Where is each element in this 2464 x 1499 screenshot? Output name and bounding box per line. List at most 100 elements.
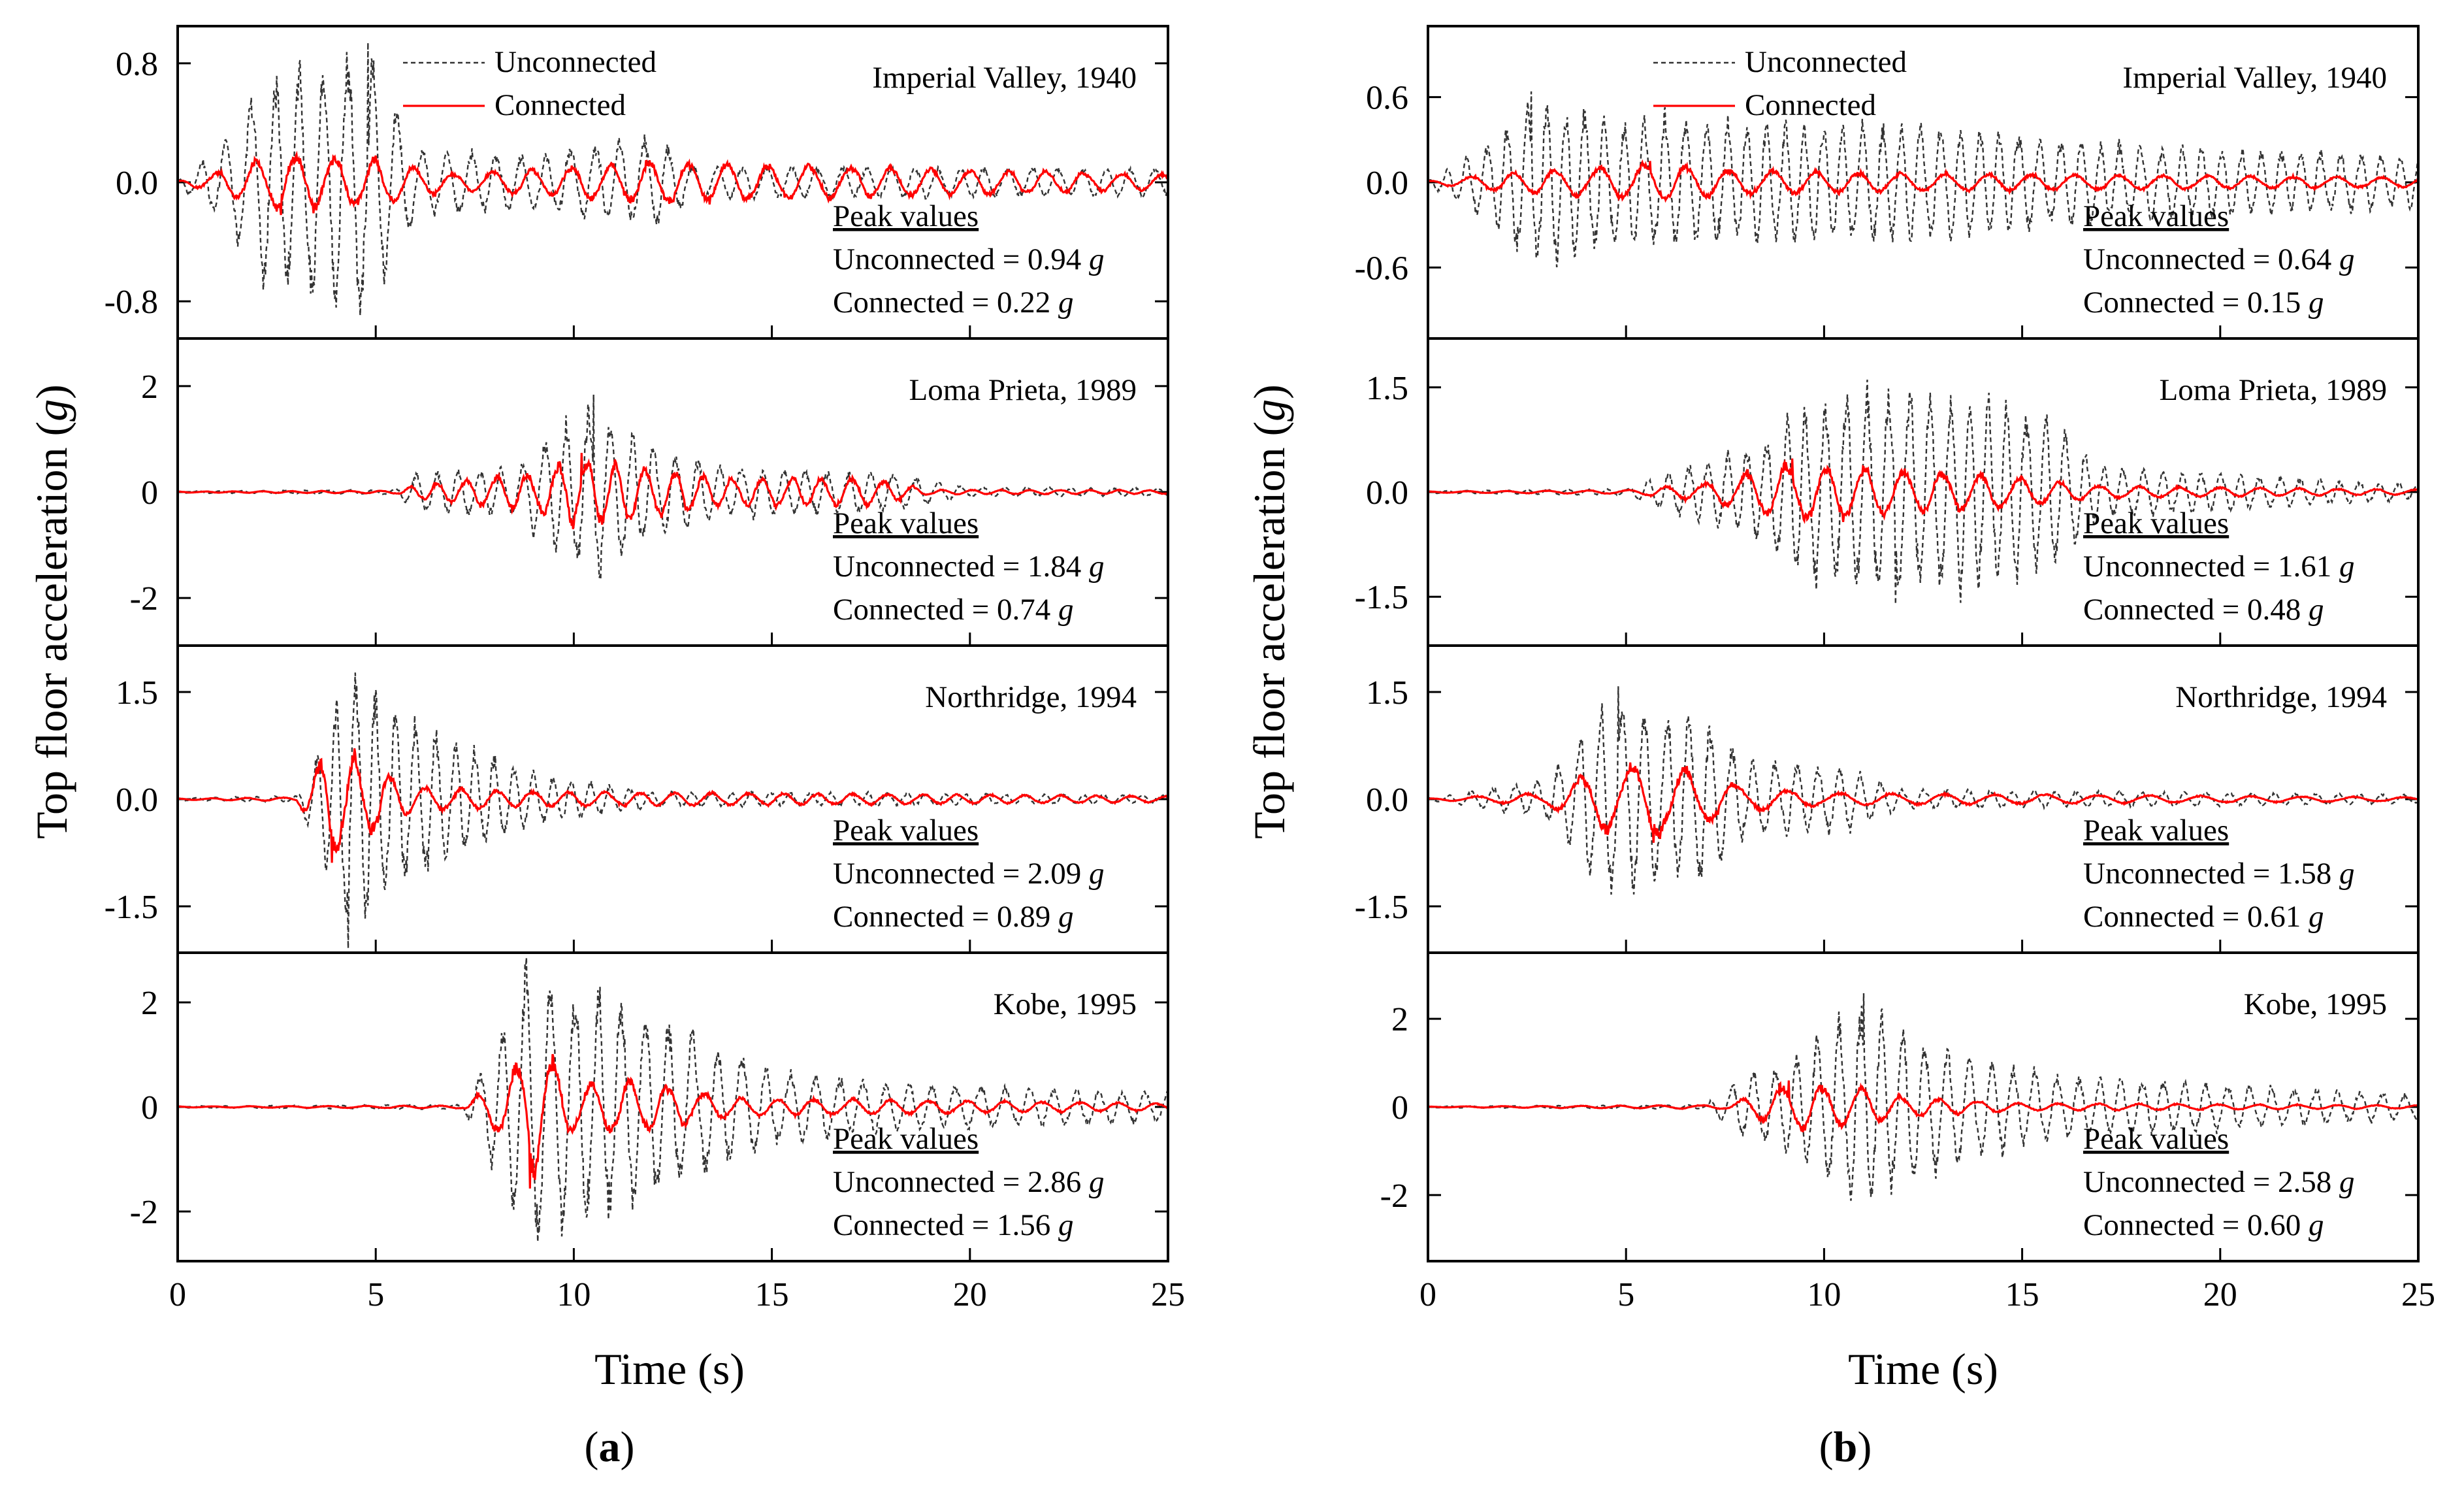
y-tick-label: 0 — [141, 474, 158, 512]
y-tick-label: 0.0 — [116, 782, 158, 819]
peak-connected: Connected = 1.56 g — [833, 1208, 1074, 1242]
peak-unconnected: Unconnected = 2.86 g — [833, 1165, 1104, 1199]
peak-connected-value: Connected = 0.74 — [833, 593, 1058, 627]
panel-label-b: (b) — [1819, 1423, 1872, 1471]
peak-unconnected-value: Unconnected = 2.09 — [833, 857, 1089, 891]
legend-label-unconnected: Unconnected — [1745, 45, 1907, 79]
y-tick-label: 0.8 — [116, 46, 158, 83]
peak-values-heading: Peak values — [2083, 199, 2229, 233]
x-tick-label: 10 — [557, 1276, 591, 1313]
peak-values-heading: Peak values — [2083, 506, 2229, 540]
x-tick-label: 5 — [1617, 1276, 1634, 1313]
series-line-connected — [1429, 762, 2417, 843]
peak-connected-value: Connected = 1.56 — [833, 1208, 1058, 1242]
peak-connected-value: Connected = 0.48 — [2083, 593, 2309, 627]
series-line-unconnected — [1429, 379, 2417, 605]
subplot-b-3: 1.5 0.0 -1.5 Northridge, 1994 Peak values Unc… — [1355, 644, 2420, 954]
series-line-connected — [179, 748, 1167, 863]
peak-values-heading: Peak values — [2083, 1122, 2229, 1156]
peak-connected: Connected = 0.15 g — [2083, 286, 2324, 320]
peak-unit: g — [2309, 593, 2324, 627]
peak-unit: g — [1089, 550, 1105, 584]
record-title: Imperial Valley, 1940 — [872, 61, 1137, 95]
subplot-a-3: 1.5 0.0 -1.5 Northridge, 1994 Peak values Unc… — [105, 644, 1169, 954]
series-line-unconnected — [179, 394, 1167, 580]
record-title: Northridge, 1994 — [2175, 680, 2387, 714]
series-line-unconnected — [179, 957, 1167, 1242]
y-tick-label: 1.5 — [1366, 674, 1408, 712]
y-tick-label: -1.5 — [1355, 579, 1408, 616]
y-tick-label: -2 — [130, 580, 158, 618]
peak-unconnected-value: Unconnected = 1.84 — [833, 550, 1089, 584]
x-tick-label: 20 — [953, 1276, 987, 1313]
y-tick-label: -0.6 — [1355, 250, 1408, 287]
subplot-a-2: 2 0 -2 Loma Prieta, 1989 Peak values Unconnec… — [130, 337, 1169, 647]
x-axis-title-b: Time (s) — [1848, 1344, 1998, 1394]
peak-unit: g — [2309, 286, 2324, 320]
series-line-connected — [179, 1053, 1167, 1189]
record-title: Kobe, 1995 — [994, 987, 1137, 1021]
peak-unconnected-value: Unconnected = 2.86 — [833, 1165, 1089, 1199]
x-tick-label: 0 — [1419, 1276, 1436, 1313]
peak-unconnected-value: Unconnected = 1.58 — [2083, 857, 2339, 891]
series-line-unconnected — [1429, 993, 2417, 1201]
legend-label-connected: Connected — [1745, 88, 1876, 122]
subplot-b-2: 1.5 0.0 -1.5 Loma Prieta, 1989 Peak values Un… — [1355, 337, 2420, 647]
y-tick-label: -1.5 — [105, 889, 158, 926]
y-tick-label: -2 — [1380, 1178, 1408, 1215]
y-tick-label: 2 — [1391, 1001, 1408, 1038]
x-tick-label: 0 — [169, 1276, 186, 1313]
peak-connected: Connected = 0.22 g — [833, 286, 1074, 320]
peak-connected: Connected = 0.61 g — [2083, 900, 2324, 934]
record-title: Northridge, 1994 — [925, 680, 1137, 714]
subplot-b-1: 0.6 0.0 -0.6 Imperial Valley, 1940 Peak valu… — [1355, 25, 2420, 340]
series-line-connected — [179, 150, 1167, 216]
y-tick-label: 0.6 — [1366, 80, 1408, 117]
peak-unit: g — [1058, 286, 1074, 320]
peak-unit: g — [1089, 242, 1105, 276]
legend-label-connected: Connected — [494, 88, 626, 122]
peak-unit: g — [2339, 242, 2355, 276]
series-line-unconnected — [1429, 686, 2417, 895]
peak-values-heading: Peak values — [833, 199, 979, 233]
series-line-connected — [179, 452, 1167, 529]
peak-connected: Connected = 0.89 g — [833, 900, 1074, 934]
peak-connected-value: Connected = 0.15 — [2083, 286, 2309, 320]
panel-label-a: (a) — [585, 1423, 635, 1471]
series-line-connected — [1429, 1080, 2417, 1132]
peak-values-heading: Peak values — [833, 814, 979, 848]
x-tick-label: 15 — [2005, 1276, 2039, 1313]
y-tick-label: 2 — [141, 369, 158, 406]
peak-connected-value: Connected = 0.60 — [2083, 1208, 2309, 1242]
peak-connected: Connected = 0.60 g — [2083, 1208, 2324, 1242]
peak-unit: g — [2339, 857, 2355, 891]
peak-values-heading: Peak values — [833, 506, 979, 540]
x-axis-title-a: Time (s) — [594, 1344, 745, 1394]
peak-unconnected-value: Unconnected = 2.58 — [2083, 1165, 2339, 1199]
peak-unconnected: Unconnected = 2.58 g — [2083, 1165, 2354, 1199]
peak-unit: g — [1058, 900, 1074, 934]
peak-connected-value: Connected = 0.22 — [833, 286, 1058, 320]
peak-connected-value: Connected = 0.61 — [2083, 900, 2309, 934]
peak-unconnected: Unconnected = 1.84 g — [833, 550, 1104, 584]
y-tick-label: -2 — [130, 1194, 158, 1231]
peak-unconnected: Unconnected = 0.94 g — [833, 242, 1104, 276]
peak-unit: g — [1058, 1208, 1074, 1242]
x-tick-label: 5 — [367, 1276, 384, 1313]
peak-unconnected-value: Unconnected = 0.64 — [2083, 242, 2339, 276]
peak-unconnected-value: Unconnected = 1.61 — [2083, 550, 2339, 584]
peak-unit: g — [2309, 900, 2324, 934]
peak-connected: Connected = 0.48 g — [2083, 593, 2324, 627]
series-line-unconnected — [1429, 91, 2417, 268]
y-tick-label: 1.5 — [116, 674, 158, 712]
y-tick-label: -0.8 — [105, 284, 158, 321]
plot-area: 0.8 0.0 -0.8 Imperial Valley, 1940 Peak valu… — [105, 25, 2435, 1313]
subplot-a-1: 0.8 0.0 -0.8 Imperial Valley, 1940 Peak valu… — [105, 25, 1169, 340]
chart-panel-a: 0.8 0.0 -0.8 Imperial Valley, 1940 Peak valu… — [105, 25, 1185, 1313]
peak-unconnected: Unconnected = 2.09 g — [833, 857, 1104, 891]
y-tick-label: 0.0 — [1366, 474, 1408, 512]
peak-unit: g — [2339, 1165, 2355, 1199]
x-tick-label: 25 — [1151, 1276, 1185, 1313]
